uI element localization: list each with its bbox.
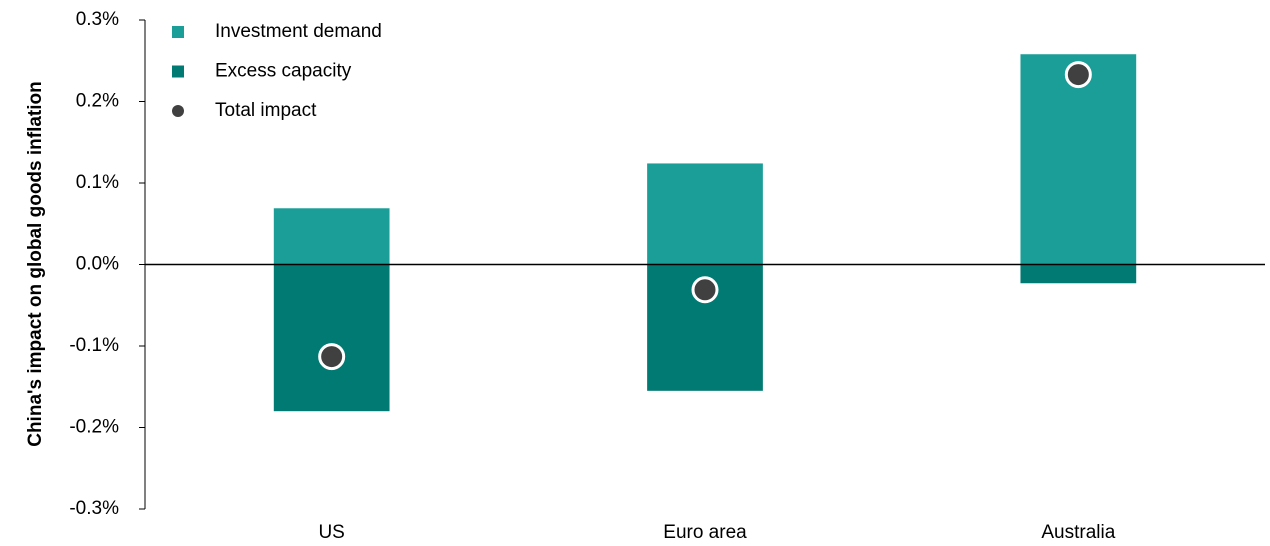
y-tick-label: 0.3% [76, 9, 119, 30]
bar [1020, 54, 1137, 265]
legend-marker [172, 26, 184, 38]
dot [318, 343, 346, 371]
bar [1020, 264, 1137, 284]
dot [691, 276, 719, 304]
y-tick-label: 0.2% [76, 91, 119, 112]
y-tick-label: 0.1% [76, 172, 119, 193]
x-tick-label: Australia [1041, 522, 1115, 543]
legend-marker [172, 65, 184, 78]
bar [273, 208, 390, 265]
legend-label: Excess capacity [215, 61, 352, 82]
y-axis-label: China's impact on global goods inflation [25, 81, 46, 447]
bar [647, 163, 763, 265]
bar [273, 264, 390, 412]
y-tick-label: -0.1% [69, 335, 119, 356]
y-tick-label: -0.2% [69, 417, 119, 438]
legend-label: Total impact [215, 100, 317, 121]
x-tick-label: US [318, 522, 344, 543]
x-tick-label: Euro area [663, 522, 747, 543]
y-tick-label: -0.3% [69, 498, 119, 519]
legend-label: Investment demand [215, 21, 382, 42]
y-tick-label: 0.0% [76, 254, 119, 275]
legend-marker [172, 105, 184, 117]
dot [1064, 61, 1092, 89]
